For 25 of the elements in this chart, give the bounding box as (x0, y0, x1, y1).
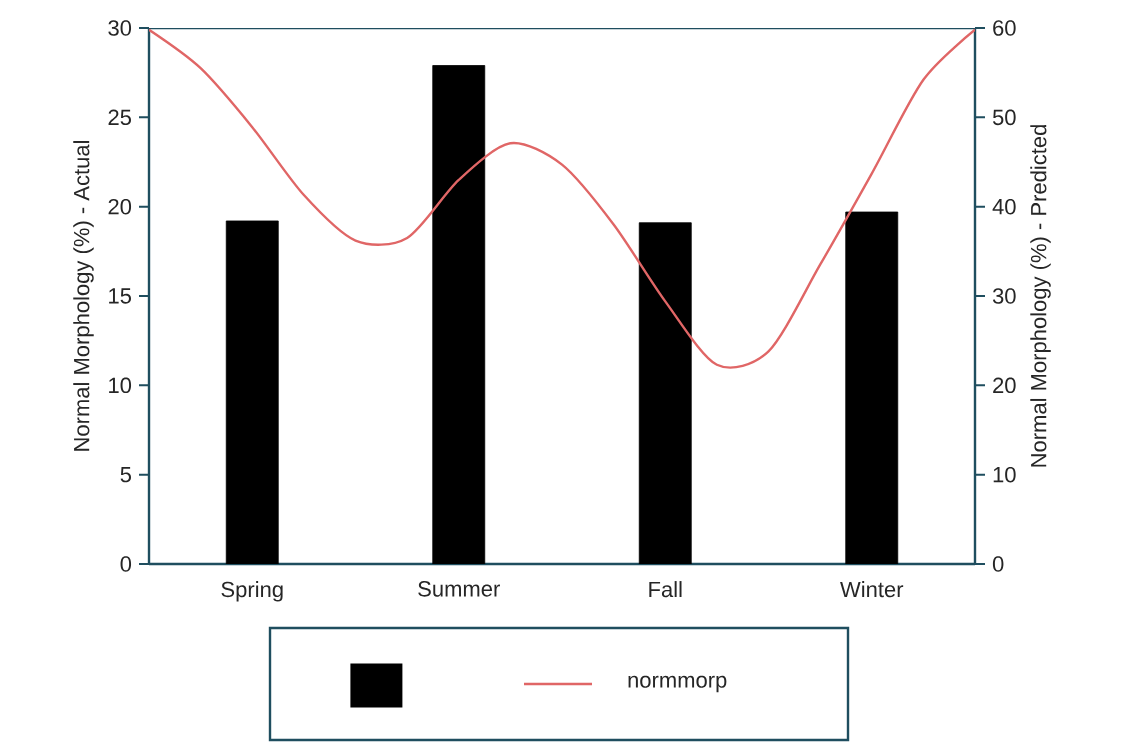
y-axis-title: Normal Morphology (%) - Actual (73, 141, 94, 451)
y2-axis-title: Normal Morphology (%) - Predicted (1030, 125, 1051, 467)
legend-label: normmorp (628, 675, 727, 693)
y2-tick-label: 10 (993, 466, 1016, 483)
y2-tick-label: 50 (992, 109, 1016, 126)
y-tick-label: 5 (120, 467, 131, 483)
y2-tick-label: 40 (992, 198, 1016, 215)
y-tick-label: 25 (108, 109, 131, 126)
bar (432, 65, 486, 564)
bar (225, 220, 279, 564)
y2-tick-label: 0 (992, 556, 1004, 572)
x-tick-label: Spring (221, 581, 283, 602)
bar (845, 211, 899, 564)
y2-tick-label: 60 (993, 20, 1016, 36)
bar (638, 222, 692, 564)
y-tick-label: 30 (108, 20, 132, 36)
y2-tick-label: 20 (993, 377, 1016, 394)
y2-tick-label: 30 (992, 288, 1016, 304)
y-tick-label: 10 (109, 377, 132, 394)
x-tick-label: Fall (649, 581, 682, 598)
x-tick-label: Summer (418, 581, 500, 597)
y-tick-label: 20 (108, 198, 132, 215)
y-tick-label: 15 (109, 288, 131, 304)
y-tick-label: 0 (120, 556, 132, 572)
x-tick-label: Winter (840, 581, 904, 598)
